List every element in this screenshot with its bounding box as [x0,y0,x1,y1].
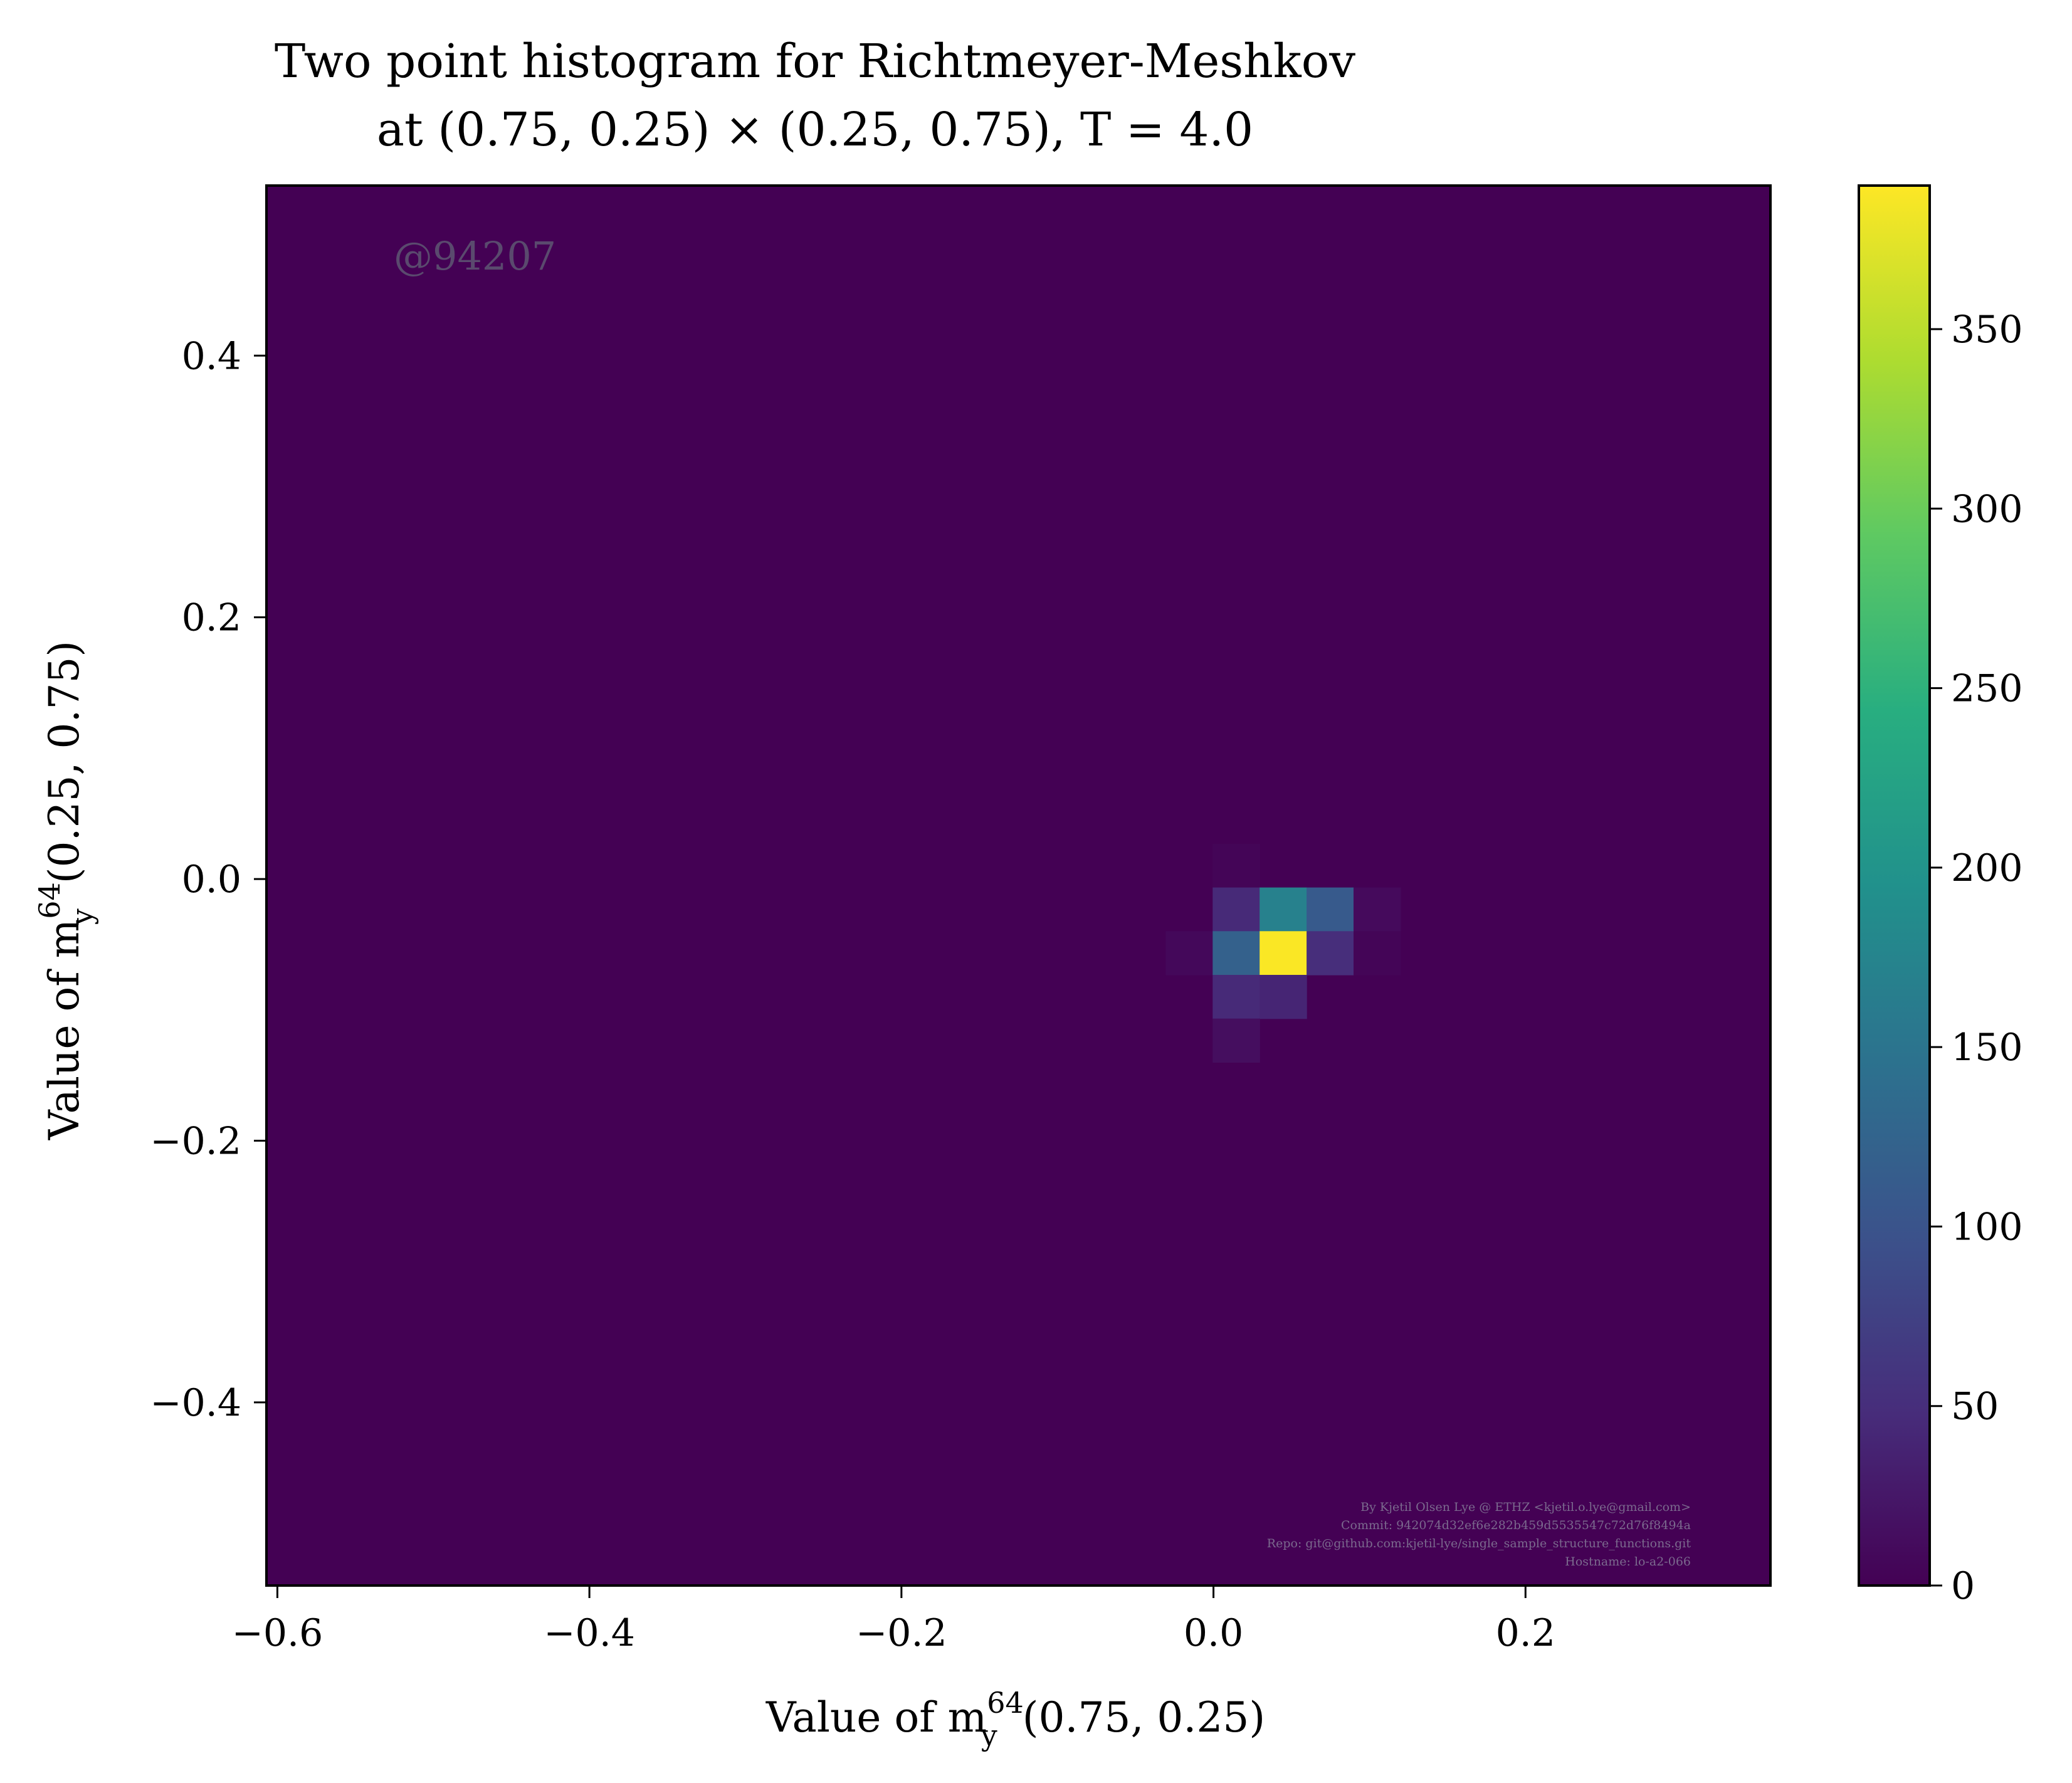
colorbar-frame [1858,184,1931,1587]
chart-title-line2: at (0.75, 0.25) × (0.25, 0.75), T = 4.0 [377,103,1253,157]
y-tick-label: −0.4 [150,1381,241,1425]
x-axis-label-suffix: (0.75, 0.25) [1023,1693,1265,1742]
histogram-bin [1212,887,1260,932]
histogram-bin [1260,931,1307,976]
histogram-bin [1212,1018,1260,1063]
chart-title-line1: Two point histogram for Richtmeyer-Meshk… [275,34,1355,88]
credit-line-1: By Kjetil Olsen Lye @ ETHZ <kjetil.o.lye… [1360,1500,1691,1514]
credit-block: By Kjetil Olsen Lye @ ETHZ <kjetil.o.lye… [1267,1500,1691,1569]
histogram-bin [1212,843,1260,888]
x-tick-label: −0.6 [232,1611,323,1655]
y-axis-label-sup: 64 [33,882,66,919]
histogram-bin [1307,931,1354,976]
x-tick-label: −0.4 [544,1611,635,1655]
colorbar-tick-label: 0 [1951,1564,1975,1608]
histogram-bin [1260,975,1307,1019]
histogram-bin [1260,887,1307,932]
plot-frame [265,184,1772,1587]
histogram-bin [1212,975,1260,1019]
x-axis-label-sup: 64 [987,1686,1024,1720]
chart-title: Two point histogram for Richtmeyer-Meshk… [275,34,1355,157]
x-tick-label: 0.0 [1184,1611,1243,1655]
y-tick-label: 0.0 [182,858,241,902]
colorbar-tick-label: 250 [1951,667,2023,711]
y-axis-label: Value of m64y (0.25, 0.75) [33,641,99,1140]
y-axis-label-suffix: (0.25, 0.75) [40,641,88,883]
colorbar-gradient [1859,186,1930,1586]
histogram-bin [1165,931,1213,976]
colorbar-tick-label: 50 [1951,1385,1999,1429]
plot-background [266,186,1770,1586]
credit-line-3: Repo: git@github.com:kjetil-lye/single_s… [1267,1537,1691,1550]
colorbar-tick-label: 300 [1951,487,2023,531]
y-tick-label: −0.2 [150,1119,241,1163]
colorbar-ticks: 0 50 100 150 200 250 300 350 [1930,308,2023,1608]
x-axis-label: Value of m64 y (0.75, 0.25) [765,1686,1265,1752]
credit-line-4: Hostname: lo-a2-066 [1565,1555,1691,1569]
histogram-bins [1165,843,1401,1063]
x-axis-ticks: −0.6 −0.4 −0.2 0.0 0.2 [232,1586,1555,1655]
credit-line-2: Commit: 942074d32ef6e282b459d5535547c72d… [1341,1518,1691,1532]
colorbar-tick-label: 350 [1951,308,2023,352]
x-tick-label: 0.2 [1496,1611,1555,1655]
y-tick-label: 0.4 [182,334,241,378]
colorbar-tick-label: 150 [1951,1026,2023,1070]
watermark-text: @94207 [394,233,556,279]
x-tick-label: −0.2 [856,1611,947,1655]
y-axis-label-sub: y [65,908,99,925]
histogram-bin [1212,931,1260,976]
y-axis-label-prefix: Value of m [40,919,88,1140]
x-axis-label-sub: y [981,1718,997,1752]
colorbar-tick-label: 100 [1951,1205,2023,1249]
x-axis-label-prefix: Value of m [765,1693,987,1742]
histogram-bin [1354,887,1401,932]
histogram-bin [1354,931,1401,976]
colorbar-tick-label: 200 [1951,846,2023,890]
y-tick-label: 0.2 [182,596,241,640]
y-axis-ticks: −0.4 −0.2 0.0 0.2 0.4 [150,334,266,1425]
histogram-bin [1307,887,1354,932]
